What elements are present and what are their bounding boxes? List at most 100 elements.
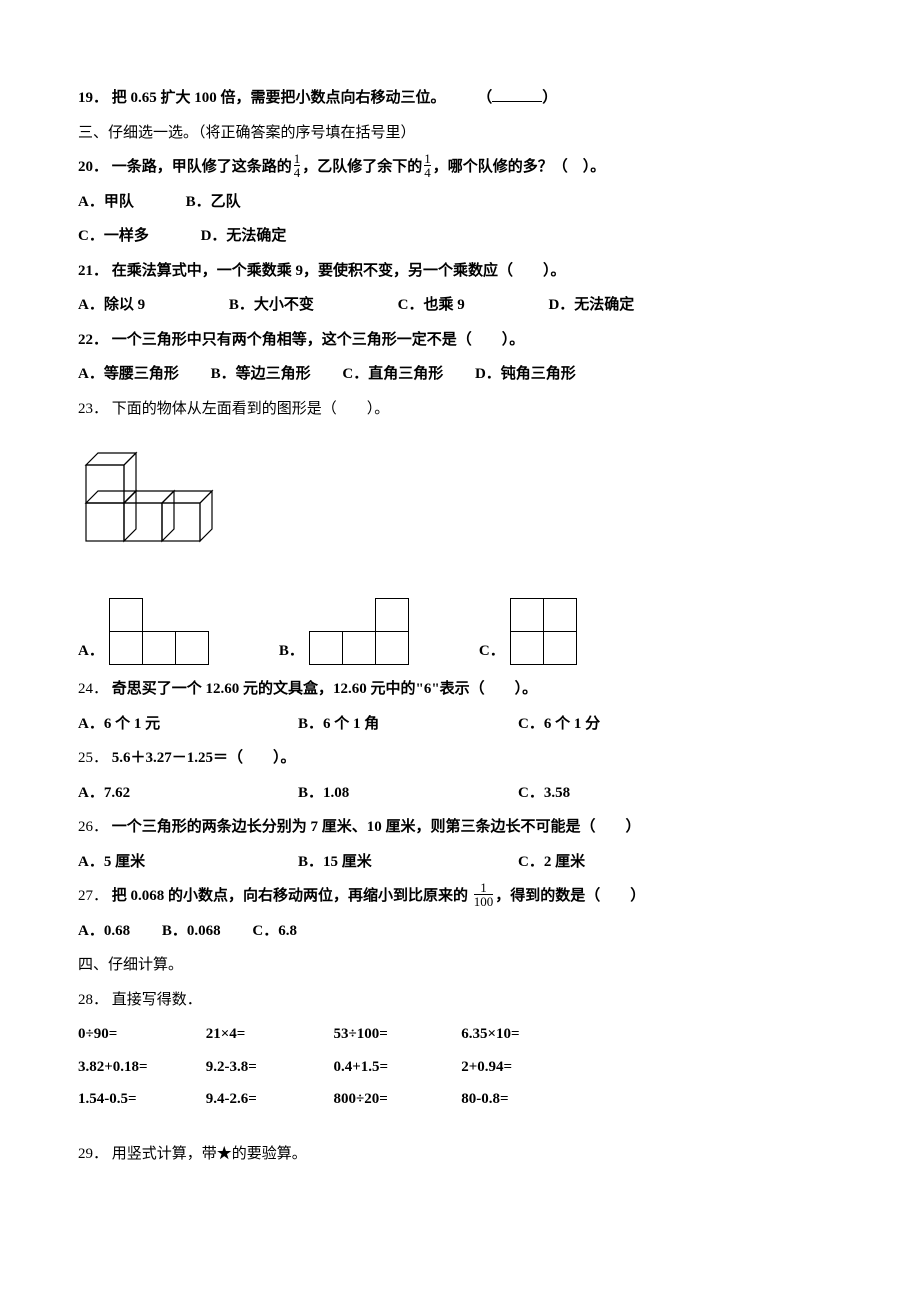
q27-opts: A．0.68 B．0.068 C．6.8 [78,917,842,946]
q28-r2: 3.82+0.18= 9.2-3.8= 0.4+1.5= 2+0.94= [78,1053,842,1082]
q27-t2: ，得到的数是（ ） [495,888,645,904]
q20-opt-d: D．无法确定 [201,228,287,244]
q27: 27． 把 0.068 的小数点，向右移动两位，再缩小到比原来的 1100，得到… [78,882,842,911]
section4-heading: 四、仔细计算。 [78,951,842,980]
paren-r: ） [542,90,557,106]
q25: 25． 5.6＋3.27－1.25＝（ ）。 [78,744,842,773]
shape-b [310,599,409,665]
q29: 29． 用竖式计算，带★的要验算。 [78,1140,842,1169]
q27-opt-b: B．0.068 [162,923,221,939]
section3-heading: 三、仔细选一选。（将正确答案的序号填在括号里） [78,119,842,148]
q23-opt-b: B． [279,599,409,665]
q24-opt-c: C．6 个 1 分 [518,710,738,739]
q25-text: 5.6＋3.27－1.25＝（ ）。 [112,750,296,766]
q19: 19． 把 0.65 扩大 100 倍，需要把小数点向右移动三位。 （ ） [78,84,842,113]
calc-cell: 0.4+1.5= [334,1053,454,1082]
q23-opt-b-label: B． [279,637,304,666]
q20-t2: ，乙队修了余下的 [302,159,422,175]
q22-opts: A．等腰三角形 B．等边三角形 C．直角三角形 D．钝角三角形 [78,360,842,389]
q20-opt-b: B．乙队 [186,194,241,210]
section4-text: 四、仔细计算。 [78,957,183,973]
q27-opt-a: A．0.68 [78,923,130,939]
q21-opt-a: A．除以 9 [78,297,145,313]
q23: 23． 下面的物体从左面看到的图形是（ ）。 [78,395,842,424]
q22: 22． 一个三角形中只有两个角相等，这个三角形一定不是（ ）。 [78,326,842,355]
q20-prefix: 20． [78,159,108,175]
q20-opt-c: C．一样多 [78,228,149,244]
q21-opt-b: B．大小不变 [229,297,314,313]
q26-prefix: 26． [78,819,108,835]
fraction: 14 [294,152,301,179]
q23-opt-c-label: C． [479,637,505,666]
q24-opt-b: B．6 个 1 角 [298,710,518,739]
blank-line [492,87,542,102]
q25-prefix: 25． [78,750,108,766]
q25-opt-c: C．3.58 [518,779,738,808]
q27-opt-c: C．6.8 [252,923,297,939]
q21-text: 在乘法算式中，一个乘数乘 9，要使积不变，另一个乘数应（ ）。 [112,263,566,279]
calc-cell: 6.35×10= [461,1020,581,1049]
q19-prefix: 19． [78,90,108,106]
q26-text: 一个三角形的两条边长分别为 7 厘米、10 厘米，则第三条边长不可能是（ ） [112,819,641,835]
q28-r3: 1.54-0.5= 9.4-2.6= 800÷20= 80-0.8= [78,1085,842,1114]
q22-opt-b: B．等边三角形 [211,366,311,382]
shape-a [110,599,209,665]
q27-t1: 把 0.068 的小数点，向右移动两位，再缩小到比原来的 [112,888,472,904]
q25-opt-a: A．7.62 [78,779,298,808]
paren-l: （ [477,90,492,106]
q26-opt-b: B．15 厘米 [298,848,518,877]
q28-r1: 0÷90= 21×4= 53÷100= 6.35×10= [78,1020,842,1049]
q23-opt-a-label: A． [78,637,104,666]
q29-text: 用竖式计算，带★的要验算。 [112,1146,307,1162]
q21: 21． 在乘法算式中，一个乘数乘 9，要使积不变，另一个乘数应（ ）。 [78,257,842,286]
shape-c [511,599,577,665]
calc-cell: 3.82+0.18= [78,1053,198,1082]
calc-cell: 0÷90= [78,1020,198,1049]
calc-cell: 9.4-2.6= [206,1085,326,1114]
denominator: 4 [424,165,431,179]
fraction: 14 [424,152,431,179]
q24-prefix: 24． [78,681,108,697]
q20: 20． 一条路，甲队修了这条路的14，乙队修了余下的14，哪个队修的多？（ ）。 [78,153,842,182]
q21-opt-c: C．也乘 9 [398,297,465,313]
q20-opt-a: A．甲队 [78,194,134,210]
fraction: 1100 [474,881,494,908]
calc-cell: 53÷100= [334,1020,454,1049]
q19-text: 把 0.65 扩大 100 倍，需要把小数点向右移动三位。 [112,90,446,106]
calc-cell: 800÷20= [334,1085,454,1114]
q21-opt-d: D．无法确定 [548,297,634,313]
q24-opt-a: A．6 个 1 元 [78,710,298,739]
calc-cell: 2+0.94= [461,1053,581,1082]
numerator: 1 [424,152,431,165]
q28-text: 直接写得数． [112,992,202,1008]
calc-cell: 80-0.8= [461,1085,581,1114]
q22-text: 一个三角形中只有两个角相等，这个三角形一定不是（ ）。 [112,332,525,348]
q22-opt-c: C．直角三角形 [342,366,443,382]
q23-opt-a: A． [78,599,209,665]
q22-opt-d: D．钝角三角形 [475,366,576,382]
q23-opt-c: C． [479,599,577,665]
q21-prefix: 21． [78,263,108,279]
q24: 24． 奇思买了一个 12.60 元的文具盒，12.60 元中的"6"表示（ ）… [78,675,842,704]
numerator: 1 [294,152,301,165]
calc-cell: 9.2-3.8= [206,1053,326,1082]
q26-opts: A．5 厘米 B．15 厘米 C．2 厘米 [78,848,842,877]
calc-cell: 21×4= [206,1020,326,1049]
denominator: 100 [474,894,494,908]
q26-opt-a: A．5 厘米 [78,848,298,877]
q24-text: 奇思买了一个 12.60 元的文具盒，12.60 元中的"6"表示（ ）。 [112,681,537,697]
numerator: 1 [474,881,494,894]
q29-prefix: 29． [78,1146,108,1162]
q28-prefix: 28． [78,992,108,1008]
q20-t3: ，哪个队修的多？（ ）。 [433,159,606,175]
q24-opts: A．6 个 1 元 B．6 个 1 角 C．6 个 1 分 [78,710,842,739]
q22-opt-a: A．等腰三角形 [78,366,179,382]
q21-opts: A．除以 9 B．大小不变 C．也乘 9 D．无法确定 [78,291,842,320]
q23-options: A． B． C． [78,599,842,665]
q26: 26． 一个三角形的两条边长分别为 7 厘米、10 厘米，则第三条边长不可能是（… [78,813,842,842]
q23-prefix: 23． [78,401,108,417]
q26-opt-c: C．2 厘米 [518,848,738,877]
denominator: 4 [294,165,301,179]
q28: 28． 直接写得数． [78,986,842,1015]
q25-opts: A．7.62 B．1.08 C．3.58 [78,779,842,808]
